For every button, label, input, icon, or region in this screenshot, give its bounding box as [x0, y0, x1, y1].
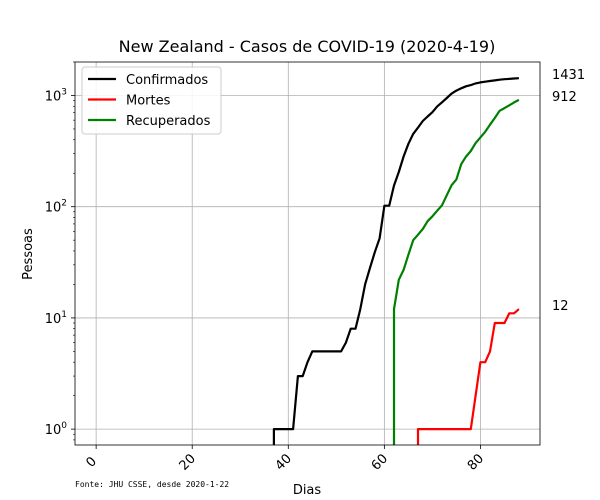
legend-label-confirmados: Confirmados: [126, 73, 208, 88]
x-tick-label: 0: [83, 454, 99, 470]
legend: Confirmados Mortes Recuperados: [81, 66, 222, 135]
x-tick-label: 20: [177, 451, 199, 473]
series-line-mortes: [416, 308, 520, 445]
end-label-confirmados: 1431: [552, 68, 585, 83]
end-label-recuperados: 912: [552, 90, 577, 105]
y-tick-label: 100: [45, 421, 68, 438]
x-tick-label: 40: [273, 451, 295, 473]
y-tick-label: 103: [45, 87, 67, 104]
legend-label-mortes: Mortes: [126, 94, 171, 109]
x-axis-label: Dias: [293, 483, 322, 498]
y-tick-label: 102: [45, 199, 67, 216]
x-tick-label: 60: [369, 451, 391, 473]
y-tick-label: 101: [45, 310, 67, 327]
end-labels: 1431 12 912: [552, 68, 585, 314]
source-note: Fonte: JHU CSSE, desde 2020-1-22: [75, 480, 229, 489]
x-tick-label: 80: [465, 451, 487, 473]
y-axis-label: Pessoas: [21, 228, 36, 280]
end-label-mortes: 12: [552, 299, 569, 314]
chart-title: New Zealand - Casos de COVID-19 (2020-4-…: [119, 37, 496, 56]
legend-box: [81, 66, 222, 135]
series-line-recuperados: [392, 98, 520, 445]
legend-label-recuperados: Recuperados: [126, 114, 211, 129]
series-line-confirmados: [272, 77, 519, 445]
series-layer: [272, 77, 520, 445]
plot-frame: [74, 61, 541, 446]
